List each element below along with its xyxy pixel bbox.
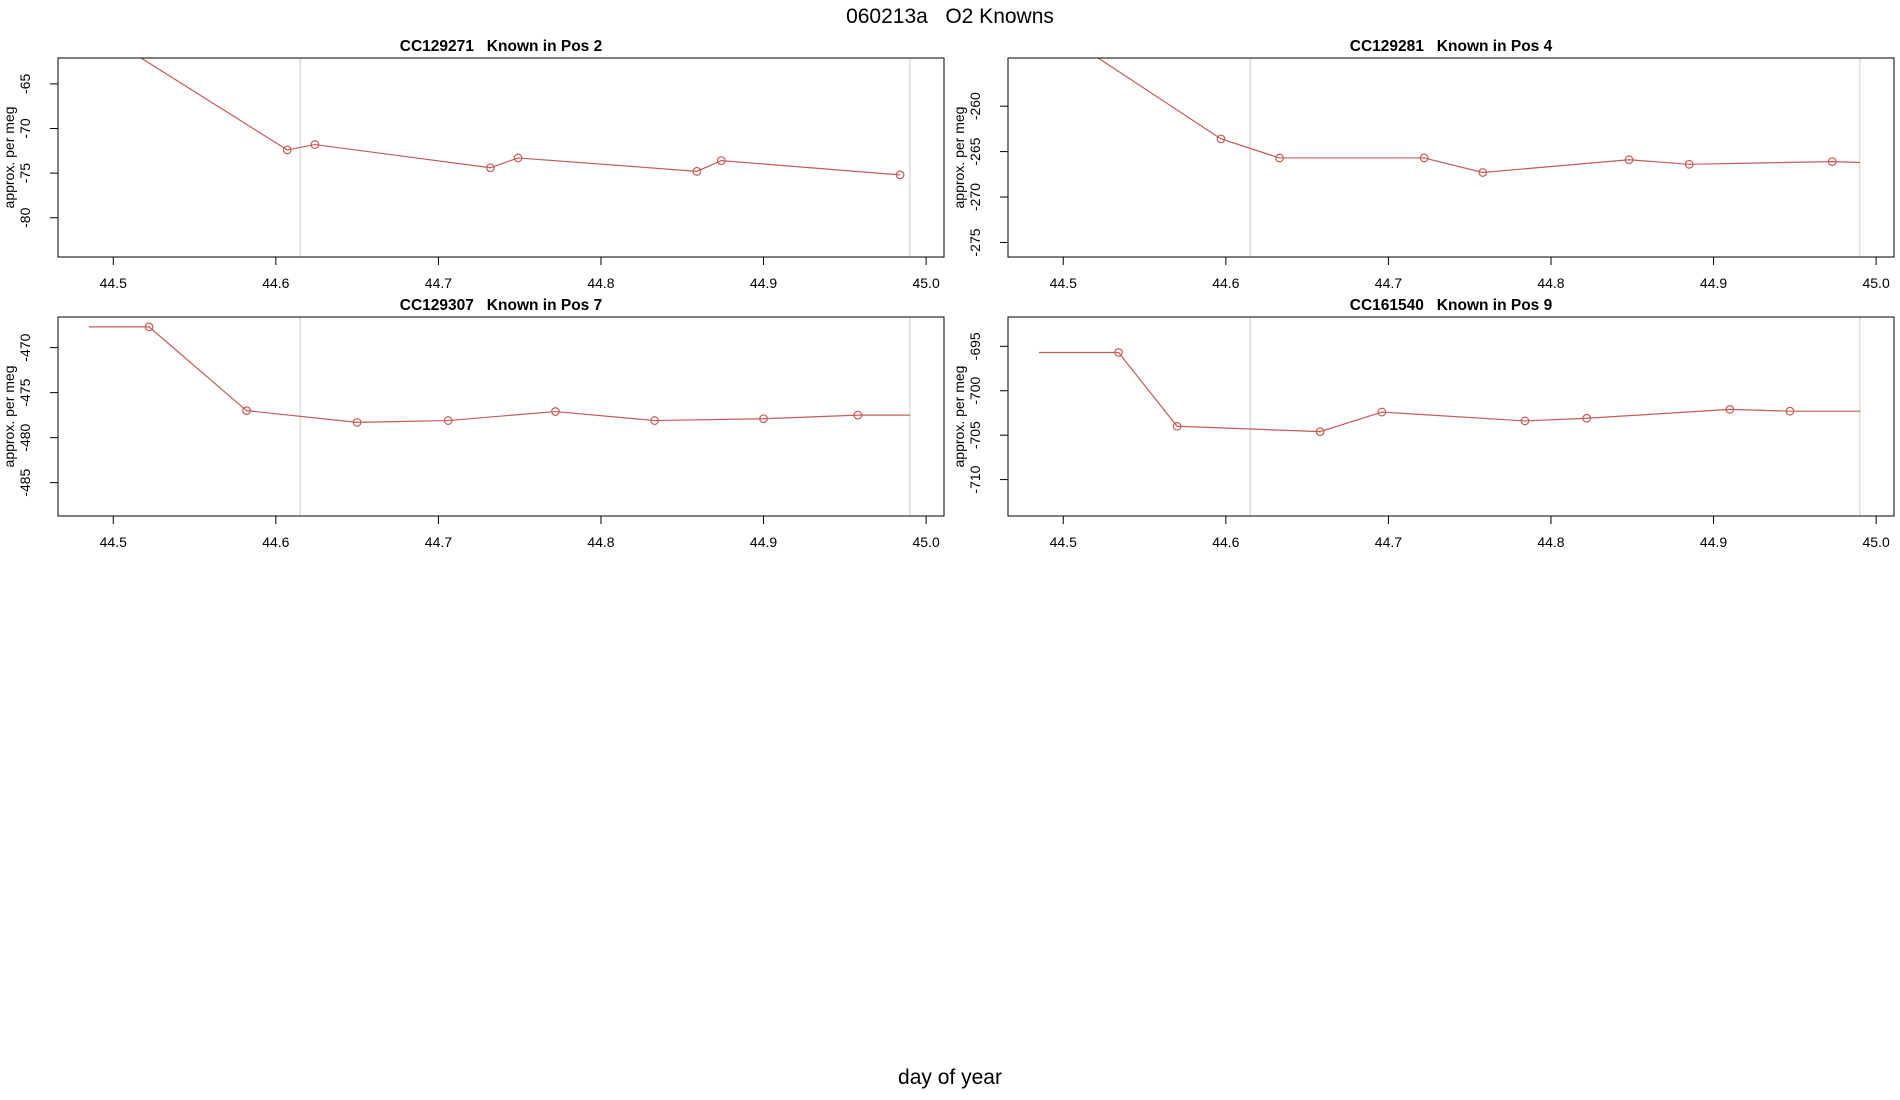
data-line bbox=[1097, 58, 1860, 174]
y-tick-label: -80 bbox=[17, 207, 33, 227]
data-point-marker bbox=[1624, 155, 1634, 165]
data-point-marker bbox=[551, 407, 560, 416]
data-point-marker bbox=[895, 170, 905, 180]
y-tick-label: -275 bbox=[967, 228, 983, 256]
data-point-marker bbox=[443, 416, 453, 425]
x-tick-label: 44.8 bbox=[587, 534, 614, 550]
data-point-marker bbox=[853, 410, 863, 420]
data-point-marker bbox=[352, 417, 362, 427]
plot-border bbox=[57, 316, 945, 517]
y-tick-label: -700 bbox=[967, 377, 983, 405]
data-point-marker bbox=[759, 414, 768, 424]
x-tick-label: 44.6 bbox=[1212, 275, 1239, 291]
x-tick-label: 45.0 bbox=[1862, 275, 1889, 291]
x-tick-label: 44.5 bbox=[100, 534, 127, 550]
data-point-marker bbox=[716, 156, 726, 166]
x-tick-label: 44.9 bbox=[750, 275, 777, 291]
data-layer bbox=[1038, 348, 1860, 437]
plot-border bbox=[1007, 316, 1895, 517]
x-tick-label: 44.8 bbox=[587, 275, 614, 291]
x-tick-label: 44.9 bbox=[1700, 275, 1727, 291]
data-point-marker bbox=[1275, 153, 1284, 163]
plot-border bbox=[1007, 57, 1895, 258]
x-tick-label: 45.0 bbox=[912, 534, 939, 550]
data-layer bbox=[88, 322, 910, 427]
data-line bbox=[140, 58, 901, 176]
data-point-marker bbox=[1315, 427, 1325, 437]
data-point-marker bbox=[1478, 168, 1488, 177]
data-point-marker bbox=[486, 163, 495, 173]
x-tick-label: 44.9 bbox=[750, 534, 777, 550]
y-tick-label: -470 bbox=[17, 333, 33, 361]
data-point-marker bbox=[242, 406, 251, 416]
y-axis-label: approx. per meg bbox=[1, 366, 17, 468]
y-tick-label: -75 bbox=[17, 163, 33, 183]
x-tick-label: 44.6 bbox=[262, 534, 289, 550]
x-tick-label: 44.7 bbox=[425, 275, 452, 291]
data-point-marker bbox=[1684, 159, 1694, 169]
data-line bbox=[1038, 351, 1860, 433]
figure-main-title: 060213a O2 Knowns bbox=[846, 5, 1054, 28]
data-point-marker bbox=[1725, 404, 1735, 414]
data-layer bbox=[1097, 58, 1860, 177]
data-point-marker bbox=[1172, 421, 1182, 431]
chart-panel-1: 44.5 44.6 44.7 44.8 44.9 45.0 -80 -75 -70 -65 CC12… bbox=[1, 38, 945, 291]
shared-x-axis-label: day of year bbox=[898, 1066, 1002, 1089]
x-tick-label: 44.9 bbox=[1700, 534, 1727, 550]
chart-title: CC129281 Known in Pos 4 bbox=[1350, 38, 1553, 55]
x-tick-label: 44.7 bbox=[1375, 275, 1402, 291]
data-point-marker bbox=[1114, 348, 1123, 357]
data-point-marker bbox=[513, 153, 523, 163]
y-axis-label: approx. per meg bbox=[951, 107, 967, 209]
data-point-marker bbox=[692, 166, 702, 176]
y-axis-label: approx. per meg bbox=[951, 366, 967, 468]
data-layer bbox=[140, 58, 905, 180]
x-tick-label: 44.6 bbox=[262, 275, 289, 291]
y-tick-label: -260 bbox=[967, 92, 983, 120]
y-tick-label: -480 bbox=[17, 423, 33, 451]
chart-title: CC161540 Known in Pos 9 bbox=[1350, 297, 1553, 314]
x-tick-label: 44.7 bbox=[425, 534, 452, 550]
plot-border bbox=[57, 57, 945, 258]
y-axis-label: approx. per meg bbox=[1, 107, 17, 209]
y-tick-label: -475 bbox=[17, 378, 33, 406]
x-tick-label: 44.5 bbox=[1050, 534, 1077, 550]
x-tick-label: 44.6 bbox=[1212, 534, 1239, 550]
x-tick-label: 44.8 bbox=[1537, 534, 1564, 550]
data-point-marker bbox=[1216, 134, 1226, 144]
y-tick-label: -265 bbox=[967, 137, 983, 165]
data-point-marker bbox=[282, 145, 292, 155]
data-point-marker bbox=[1827, 157, 1837, 166]
data-point-marker bbox=[310, 140, 320, 149]
x-tick-label: 44.5 bbox=[1050, 275, 1077, 291]
data-line bbox=[88, 326, 910, 423]
data-point-marker bbox=[1582, 413, 1592, 423]
y-tick-label: -70 bbox=[17, 118, 33, 138]
x-tick-label: 44.7 bbox=[1375, 534, 1402, 550]
y-tick-label: -705 bbox=[967, 421, 983, 449]
x-tick-label: 44.8 bbox=[1537, 275, 1564, 291]
data-point-marker bbox=[144, 322, 154, 332]
data-point-marker bbox=[1377, 407, 1387, 417]
x-tick-label: 45.0 bbox=[912, 275, 939, 291]
y-tick-label: -695 bbox=[967, 332, 983, 360]
data-point-marker bbox=[1785, 406, 1795, 416]
y-tick-label: -710 bbox=[967, 465, 983, 493]
data-point-marker bbox=[1520, 416, 1530, 426]
chart-title: CC129271 Known in Pos 2 bbox=[400, 38, 602, 55]
chart-panel-2: 44.5 44.6 44.7 44.8 44.9 45.0 -275 -270 -265 -260… bbox=[951, 38, 1895, 291]
x-tick-label: 44.5 bbox=[100, 275, 127, 291]
y-tick-label: -485 bbox=[17, 468, 33, 496]
data-point-marker bbox=[1419, 153, 1429, 163]
x-tick-label: 45.0 bbox=[1862, 534, 1889, 550]
y-tick-label: -65 bbox=[17, 74, 33, 94]
chart-panel-3: 44.5 44.6 44.7 44.8 44.9 45.0 -485 -480 -475 -470… bbox=[1, 297, 945, 550]
chart-title: CC129307 Known in Pos 7 bbox=[400, 297, 602, 314]
y-tick-label: -270 bbox=[967, 183, 983, 211]
data-point-marker bbox=[650, 416, 660, 425]
chart-panel-4: 44.5 44.6 44.7 44.8 44.9 45.0 -710 -705 -700 -695… bbox=[951, 297, 1895, 550]
